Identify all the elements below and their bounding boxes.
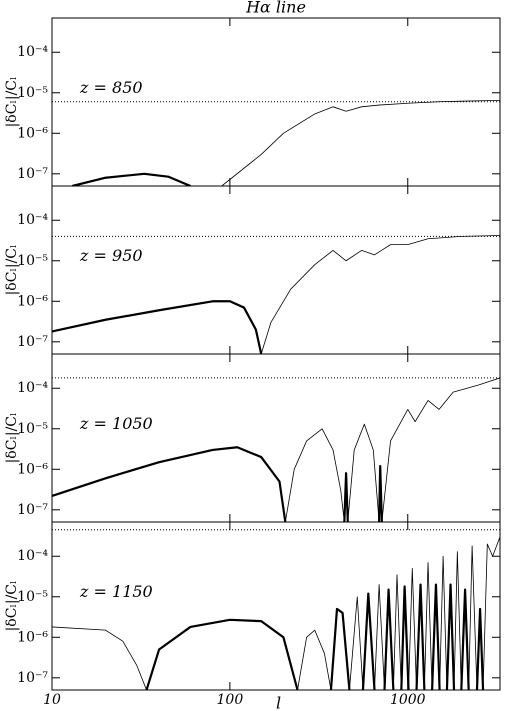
curve bbox=[475, 607, 485, 690]
chart-title: Hα line bbox=[245, 0, 306, 17]
curve bbox=[52, 446, 287, 522]
curve bbox=[423, 562, 433, 690]
curve bbox=[381, 377, 500, 522]
y-tick-label: 10⁻⁷ bbox=[17, 334, 48, 350]
y-tick-label: 10⁻⁵ bbox=[17, 85, 48, 101]
y-axis-label: |δCₗ|/Cₗ bbox=[4, 77, 20, 128]
y-tick-label: 10⁻⁵ bbox=[17, 253, 48, 269]
y-tick-label: 10⁻⁶ bbox=[17, 125, 48, 141]
curve bbox=[329, 607, 351, 690]
panel-frame bbox=[51, 185, 501, 355]
y-tick-label: 10⁻⁶ bbox=[17, 293, 48, 309]
curve bbox=[378, 464, 383, 522]
curve bbox=[52, 300, 263, 354]
y-tick-label: 10⁻⁷ bbox=[17, 502, 48, 518]
curve bbox=[482, 536, 500, 690]
y-tick-label: 10⁻⁵ bbox=[17, 589, 48, 605]
curve bbox=[408, 568, 417, 690]
curve bbox=[72, 172, 191, 186]
y-tick-label: 10⁻⁴ bbox=[17, 548, 48, 564]
y-tick-label: 10⁻⁷ bbox=[17, 670, 48, 686]
curve bbox=[453, 551, 462, 690]
y-axis-label: |δCₗ|/Cₗ bbox=[4, 245, 20, 296]
y-axis-label: |δCₗ|/Cₗ bbox=[4, 413, 20, 464]
x-tick-label: 10 bbox=[43, 692, 61, 708]
x-tick-label: 1000 bbox=[390, 692, 426, 708]
curve bbox=[52, 626, 147, 690]
annotation: z = 850 bbox=[79, 78, 143, 97]
curve bbox=[361, 592, 376, 690]
panel-frame bbox=[51, 521, 501, 691]
curve bbox=[439, 555, 448, 690]
y-tick-label: 10⁻⁷ bbox=[17, 166, 48, 182]
curve bbox=[221, 99, 500, 186]
curve bbox=[460, 588, 470, 690]
x-axis-label: l bbox=[276, 694, 281, 711]
curve bbox=[374, 584, 385, 690]
annotation: z = 1150 bbox=[79, 582, 153, 601]
curve bbox=[260, 235, 500, 354]
curve bbox=[445, 583, 456, 690]
y-tick-label: 10⁻⁴ bbox=[17, 380, 48, 396]
curve bbox=[400, 585, 410, 690]
y-tick-label: 10⁻⁴ bbox=[17, 44, 48, 60]
curve bbox=[383, 588, 395, 690]
y-tick-label: 10⁻⁶ bbox=[17, 461, 48, 477]
y-tick-label: 10⁻⁶ bbox=[17, 629, 48, 645]
curve bbox=[468, 545, 478, 690]
curve bbox=[349, 596, 364, 690]
curve bbox=[415, 583, 426, 690]
curve bbox=[297, 629, 332, 690]
curve bbox=[392, 574, 402, 690]
y-axis-label: |δCₗ|/Cₗ bbox=[4, 581, 20, 632]
x-tick-label: 100 bbox=[217, 692, 244, 708]
y-tick-label: 10⁻⁴ bbox=[17, 212, 48, 228]
curve bbox=[347, 423, 380, 522]
annotation: z = 1050 bbox=[79, 414, 153, 433]
panel-frame bbox=[51, 353, 501, 523]
y-tick-label: 10⁻⁵ bbox=[17, 421, 48, 437]
curve bbox=[145, 618, 299, 690]
curve bbox=[284, 428, 345, 522]
curve bbox=[343, 472, 349, 522]
curve bbox=[430, 583, 441, 690]
annotation: z = 950 bbox=[79, 246, 143, 265]
